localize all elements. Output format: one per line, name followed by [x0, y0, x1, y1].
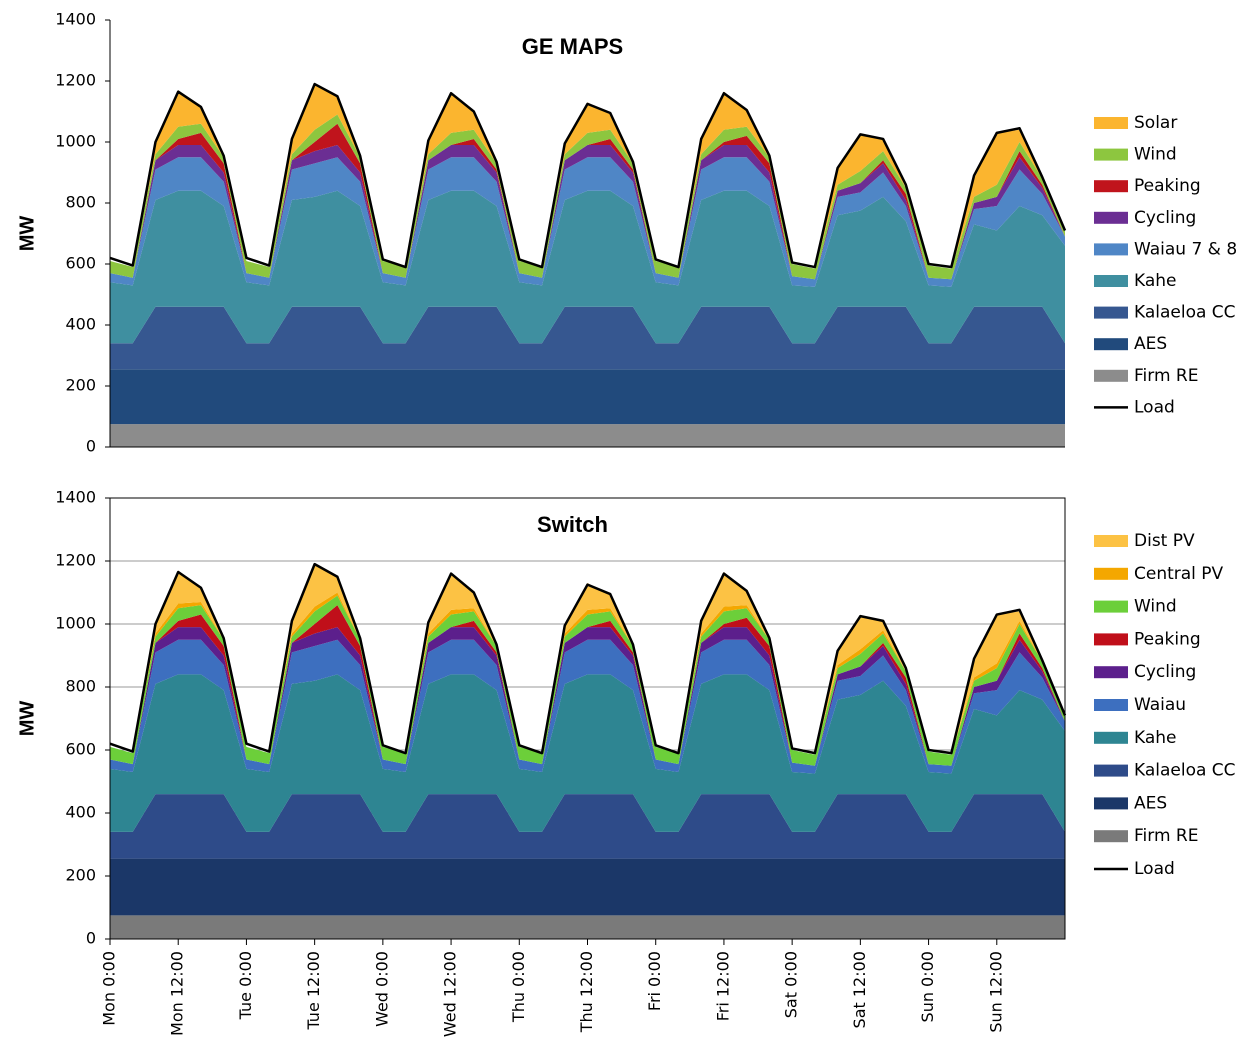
legend-swatch: [1094, 306, 1128, 319]
area-8: [110, 858, 1065, 916]
x-tick-label: Sat 0:00: [782, 951, 801, 1018]
legend-swatch: [1094, 797, 1128, 810]
chart-title: Switch: [537, 512, 608, 537]
legend-label: Load: [1134, 859, 1175, 879]
areas: [110, 564, 1065, 939]
legend-swatch: [1094, 633, 1128, 646]
area-4: [110, 627, 1065, 766]
area-7: [110, 794, 1065, 859]
area-5: [110, 190, 1065, 344]
legend-label: Dist PV: [1134, 531, 1195, 551]
area-4: [110, 157, 1065, 287]
legend-swatch: [1094, 243, 1128, 256]
load-line: [109, 82, 1067, 269]
legend-swatch: [1094, 148, 1128, 161]
legend-label: Peaking: [1134, 176, 1201, 196]
legend-label: Kahe: [1134, 728, 1177, 748]
legend-label: AES: [1134, 793, 1167, 813]
x-tick-label: Mon 0:00: [100, 951, 119, 1026]
legend-swatch: [1094, 338, 1128, 351]
y-tick-label: 1200: [55, 71, 96, 90]
x-tick-label: Fri 12:00: [713, 951, 732, 1021]
x-tick-label: Tue 12:00: [304, 951, 323, 1031]
y-tick-label: 1400: [55, 488, 96, 507]
x-tick-label: Tue 0:00: [236, 951, 255, 1020]
area-3: [110, 145, 1065, 280]
area-6: [110, 674, 1065, 832]
legend-label: AES: [1134, 334, 1167, 354]
load-line: [109, 562, 1067, 755]
area-1: [110, 114, 1065, 280]
y-tick-label: 600: [65, 254, 96, 273]
y-tick-label: 800: [65, 677, 96, 696]
area-3: [110, 605, 1065, 766]
legend-swatch: [1094, 117, 1128, 129]
x-tick-label: Fri 0:00: [645, 951, 664, 1011]
y-tick-label: 1200: [55, 551, 96, 570]
legend-label: Waiau 7 & 8: [1134, 239, 1237, 259]
y-tick-label: 600: [65, 740, 96, 759]
area-8: [110, 424, 1065, 447]
area-5: [110, 639, 1065, 774]
chart-title: GE MAPS: [522, 34, 623, 59]
legend-label: Kalaeloa CC: [1134, 761, 1236, 781]
legend-label: Wind: [1134, 145, 1177, 165]
area-2: [110, 123, 1065, 280]
x-tick-label: Sun 0:00: [918, 951, 937, 1022]
legend-label: Firm RE: [1134, 826, 1198, 846]
y-tick-label: 800: [65, 193, 96, 212]
y-tick-label: 1000: [55, 614, 96, 633]
area-6: [110, 306, 1065, 370]
legend-label: Load: [1134, 397, 1175, 417]
y-axis-label: MW: [16, 701, 38, 737]
y-tick-label: 400: [65, 803, 96, 822]
legend-swatch: [1094, 275, 1128, 287]
y-tick-label: 200: [65, 866, 96, 885]
legend-label: Kalaeloa CC: [1134, 303, 1236, 323]
x-tick-label: Sat 12:00: [850, 951, 869, 1028]
x-tick-label: Thu 0:00: [509, 951, 528, 1023]
y-tick-label: 400: [65, 315, 96, 334]
x-tick-label: Mon 12:00: [168, 951, 187, 1036]
area-7: [110, 369, 1065, 425]
legend-label: Cycling: [1134, 208, 1196, 228]
legend-label: Kahe: [1134, 271, 1177, 291]
legend-swatch: [1094, 535, 1128, 547]
area-2: [110, 595, 1065, 766]
x-tick-label: Sun 12:00: [986, 951, 1005, 1033]
legend-swatch: [1094, 567, 1128, 580]
y-tick-label: 1000: [55, 132, 96, 151]
x-tick-label: Wed 12:00: [441, 951, 460, 1037]
x-tick-label: Wed 0:00: [372, 951, 391, 1027]
area-9: [110, 915, 1065, 939]
legend-swatch: [1094, 600, 1128, 613]
y-tick-label: 0: [86, 929, 96, 948]
x-tick-label: Thu 12:00: [577, 951, 596, 1033]
y-tick-label: 0: [86, 437, 96, 456]
legend-swatch: [1094, 369, 1128, 382]
legend-swatch: [1094, 211, 1128, 224]
legend-label: Solar: [1134, 113, 1177, 133]
legend-label: Firm RE: [1134, 366, 1198, 386]
y-tick-label: 200: [65, 376, 96, 395]
legend-label: Wind: [1134, 597, 1177, 617]
legend-label: Central PV: [1134, 564, 1224, 584]
legend-swatch: [1094, 764, 1128, 777]
legend-label: Peaking: [1134, 629, 1201, 649]
legend-swatch: [1094, 180, 1128, 193]
legend-swatch: [1094, 699, 1128, 711]
legend-label: Waiau: [1134, 695, 1186, 715]
areas: [110, 84, 1065, 447]
legend-swatch: [1094, 731, 1128, 744]
legend-label: Cycling: [1134, 662, 1196, 682]
y-axis-label: MW: [16, 216, 38, 252]
legend-swatch: [1094, 830, 1128, 843]
legend-swatch: [1094, 666, 1128, 679]
y-tick-label: 1400: [55, 10, 96, 29]
